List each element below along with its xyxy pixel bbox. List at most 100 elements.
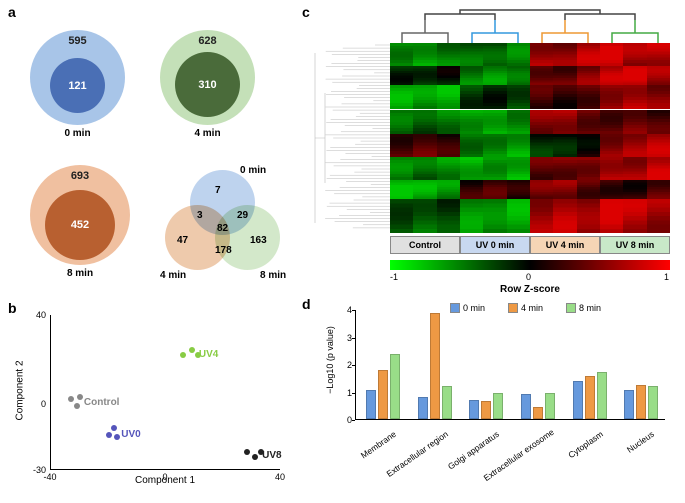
heatmap-seg [577,180,600,199]
bar [481,401,491,419]
inner-count: 452 [65,219,95,231]
legend-item: 4 min [508,303,543,313]
heatmap-column [600,43,623,233]
heatmap-seg [390,110,413,135]
circle-bottom-label: 0 min [30,128,125,139]
colorbar [390,260,670,270]
legend-swatch [508,303,518,313]
bar [430,313,440,419]
zmax-label: 1 [664,272,669,282]
heatmap-seg [507,66,530,85]
bar [597,372,607,419]
bar-y-axis-label: −Log10 (p value) [325,305,335,415]
heatmap-seg [413,180,436,199]
x-tick: 0 [155,472,175,482]
heatmap-seg [437,157,460,180]
heatmap-seg [390,85,413,110]
heatmap-seg [413,157,436,180]
bar [521,394,531,419]
condition-label: UV 4 min [530,236,600,254]
venn3-label: 4 min [160,270,186,281]
heatmap-seg [600,66,623,85]
heatmap-seg [623,85,646,110]
panel-d-bars: −Log10 (p value) MembraneExtracellular r… [310,300,680,500]
heatmap-seg [483,134,506,157]
heatmap-seg [530,43,553,66]
heatmap-seg [460,85,483,110]
heatmap-seg [530,66,553,85]
heatmap-seg [530,85,553,110]
venn3-count: 3 [197,210,203,221]
heatmap-seg [600,110,623,135]
bar-y-tick: 0 [340,415,352,425]
heatmap-seg [413,110,436,135]
heatmap-column [413,43,436,233]
heatmap-column [577,43,600,233]
heatmap-seg [413,66,436,85]
y-tick: 40 [28,310,46,320]
heatmap-seg [600,134,623,157]
heatmap-seg [577,157,600,180]
heatmap-seg [647,110,670,135]
condition-label: Control [390,236,460,254]
outer-count: 628 [193,35,223,47]
zmin-label: -1 [390,272,398,282]
heatmap-seg [647,43,670,66]
scatter-point [68,396,74,402]
heatmap-seg [460,199,483,233]
bar-y-tick: 3 [340,333,352,343]
heatmap-seg [530,180,553,199]
y-tick: -30 [28,465,46,475]
heatmap-seg [623,66,646,85]
top-dendrogram [390,8,670,43]
heatmap-seg [623,43,646,66]
heatmap-column [553,43,576,233]
bar-y-tick: 4 [340,305,352,315]
heatmap-seg [390,43,413,66]
legend-item: 0 min [450,303,485,313]
series-label: UV4 [199,349,218,360]
heatmap-column [530,43,553,233]
bar-plot-area [355,310,665,420]
heatmap-seg [507,43,530,66]
venn3-count: 163 [250,235,267,246]
zscore-label: Row Z-score [390,284,670,295]
legend-text: 8 min [579,303,601,313]
bar [366,390,376,419]
heatmap-seg [530,134,553,157]
heatmap-seg [623,180,646,199]
left-dendrogram [310,43,390,233]
heatmap-seg [600,43,623,66]
heatmap-seg [553,134,576,157]
venn3-label: 0 min [240,165,266,176]
series-label: UV8 [262,450,281,461]
bar-y-tick: 2 [340,360,352,370]
y-tick: 0 [28,399,46,409]
heatmap-seg [577,43,600,66]
bar [545,393,555,419]
bar-y-tick: 1 [340,388,352,398]
heatmap-seg [600,199,623,233]
heatmap-seg [460,43,483,66]
heatmap-seg [483,199,506,233]
venn3-label: 8 min [260,270,286,281]
heatmap-seg [553,85,576,110]
series-label: UV0 [121,429,140,440]
bar [585,376,595,419]
condition-label: UV 0 min [460,236,530,254]
heatmap-column [437,43,460,233]
heatmap-column [390,43,413,233]
heatmap-seg [553,66,576,85]
heatmap-seg [553,110,576,135]
heatmap-seg [413,85,436,110]
heatmap-seg [507,85,530,110]
heatmap-seg [390,134,413,157]
heatmap-seg [460,180,483,199]
inner-count: 310 [193,79,223,91]
bar [573,381,583,420]
scatter-point [252,454,258,460]
legend-swatch [566,303,576,313]
heatmap-seg [437,43,460,66]
outer-count: 693 [65,170,95,182]
heatmap-seg [507,199,530,233]
